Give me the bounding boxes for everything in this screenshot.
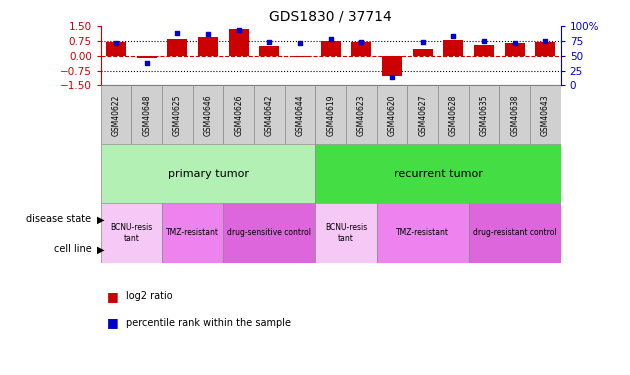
Bar <box>377 203 469 262</box>
Bar <box>536 42 555 56</box>
Text: BCNU-resis
tant: BCNU-resis tant <box>110 223 152 243</box>
Point <box>449 33 459 39</box>
Point <box>357 39 367 45</box>
Point <box>418 39 428 45</box>
Text: GSM40619: GSM40619 <box>326 94 335 136</box>
Bar <box>505 43 525 56</box>
Text: TMZ-resistant: TMZ-resistant <box>166 228 219 237</box>
Text: GSM40646: GSM40646 <box>203 94 212 136</box>
Bar <box>346 86 377 144</box>
Bar <box>198 37 218 56</box>
Bar <box>137 56 157 58</box>
Text: GSM40623: GSM40623 <box>357 94 366 136</box>
Text: GSM40620: GSM40620 <box>387 94 396 136</box>
Bar <box>377 86 408 144</box>
Bar <box>101 86 132 144</box>
Bar <box>500 86 530 144</box>
Text: GSM40635: GSM40635 <box>479 94 488 136</box>
Bar <box>101 203 162 262</box>
Text: drug-sensitive control: drug-sensitive control <box>227 228 311 237</box>
Point <box>479 38 489 44</box>
Text: drug-resistant control: drug-resistant control <box>473 228 556 237</box>
Bar <box>321 41 341 56</box>
Point <box>387 74 397 80</box>
Text: GSM40625: GSM40625 <box>173 94 182 136</box>
Point <box>173 30 183 36</box>
Text: log2 ratio: log2 ratio <box>126 291 173 301</box>
Text: BCNU-resis
tant: BCNU-resis tant <box>325 223 367 243</box>
Text: GSM40638: GSM40638 <box>510 94 519 136</box>
Bar <box>162 86 193 144</box>
Bar <box>290 56 310 57</box>
Bar <box>316 144 561 203</box>
Bar <box>413 50 433 56</box>
Text: GSM40622: GSM40622 <box>112 94 120 135</box>
Bar <box>469 86 500 144</box>
Text: GSM40648: GSM40648 <box>142 94 151 136</box>
Point <box>510 40 520 46</box>
Bar <box>316 203 377 262</box>
Bar <box>106 42 126 56</box>
Bar <box>382 56 402 76</box>
Bar <box>229 29 249 56</box>
Point <box>541 38 551 44</box>
Text: ▶: ▶ <box>97 214 105 224</box>
Bar <box>101 144 316 203</box>
Text: GSM40627: GSM40627 <box>418 94 427 136</box>
Text: recurrent tumor: recurrent tumor <box>394 169 483 179</box>
Text: cell line: cell line <box>54 244 91 254</box>
Bar <box>224 86 254 144</box>
Text: TMZ-resistant: TMZ-resistant <box>396 228 449 237</box>
Point <box>234 27 244 33</box>
Bar <box>168 39 187 56</box>
Point <box>142 60 152 66</box>
Bar <box>285 86 316 144</box>
Text: GSM40644: GSM40644 <box>295 94 304 136</box>
Bar <box>474 45 494 56</box>
Bar <box>469 203 561 262</box>
Text: GSM40626: GSM40626 <box>234 94 243 136</box>
Bar <box>132 86 162 144</box>
Text: primary tumor: primary tumor <box>168 169 249 179</box>
Text: GSM40642: GSM40642 <box>265 94 274 136</box>
Title: GDS1830 / 37714: GDS1830 / 37714 <box>270 10 392 24</box>
Bar <box>316 86 346 144</box>
Bar <box>408 86 438 144</box>
Text: GSM40628: GSM40628 <box>449 94 458 135</box>
Bar <box>254 86 285 144</box>
Bar <box>444 40 463 56</box>
Bar <box>352 42 371 56</box>
Bar <box>530 86 561 144</box>
Text: ■: ■ <box>107 290 119 303</box>
Point <box>295 40 305 46</box>
Bar <box>260 45 279 56</box>
Point <box>265 39 275 45</box>
Point <box>111 40 121 46</box>
Bar <box>224 203 316 262</box>
Text: ▶: ▶ <box>97 244 105 254</box>
Bar <box>193 86 224 144</box>
Bar <box>162 203 224 262</box>
Text: percentile rank within the sample: percentile rank within the sample <box>126 318 291 327</box>
Bar <box>438 86 469 144</box>
Text: ■: ■ <box>107 316 119 329</box>
Point <box>203 31 213 37</box>
Point <box>326 36 336 42</box>
Text: GSM40643: GSM40643 <box>541 94 550 136</box>
Text: disease state: disease state <box>26 214 91 224</box>
